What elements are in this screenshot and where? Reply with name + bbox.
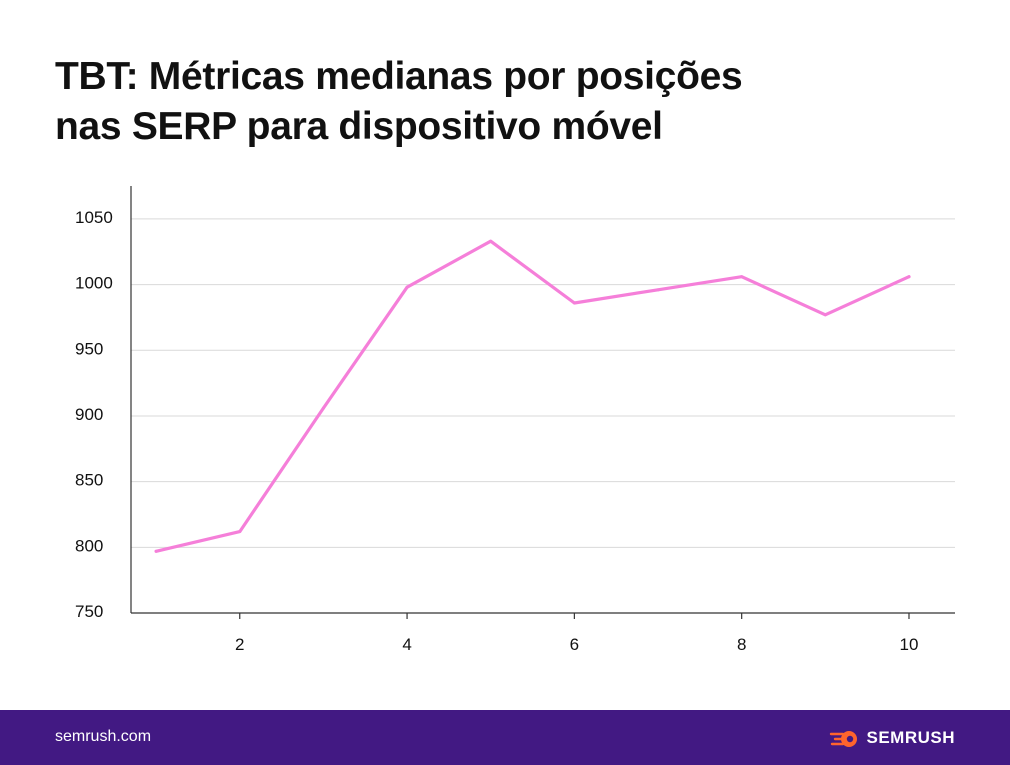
chart-title-line-2: nas SERP para dispositivo móvel [55,105,663,148]
brand-logo: SEMRUSH [829,726,955,750]
data-point-1 [154,549,158,553]
y-tick-label-950: 950 [75,339,103,358]
x-tick-label-2: 2 [235,635,244,654]
y-tick-label-1000: 1000 [75,274,113,293]
x-tick-label-6: 6 [570,635,579,654]
data-point-10 [907,275,911,279]
footer-bar: semrush.com SEMRUSH [0,710,1010,765]
semrush-fireball-icon [830,731,858,747]
data-point-8 [740,275,744,279]
data-point-2 [238,530,242,534]
y-tick-label-1050: 1050 [75,208,113,227]
data-point-7 [656,288,660,292]
data-point-4 [405,285,409,289]
data-point-3 [321,406,325,410]
y-tick-label-750: 750 [75,602,103,621]
y-tick-label-900: 900 [75,405,103,424]
y-tick-label-850: 850 [75,471,103,490]
line-chart: 750 800 850 900 950 1000 1050 2 4 6 8 10 [75,186,955,654]
y-tick-label-800: 800 [75,536,103,555]
data-point-6 [572,301,576,305]
footer-url[interactable]: semrush.com [55,728,152,745]
chart-title: TBT: Métricas medianas por posições nas … [55,52,955,152]
data-point-5 [489,239,493,243]
series-line [154,239,911,553]
chart-title-line-1: TBT: Métricas medianas por posições [55,55,743,98]
data-point-9 [823,313,827,317]
x-tick-label-4: 4 [402,635,411,654]
brand-name: SEMRUSH [866,728,955,747]
x-tick-label-10: 10 [900,635,919,654]
x-tick-label-8: 8 [737,635,746,654]
